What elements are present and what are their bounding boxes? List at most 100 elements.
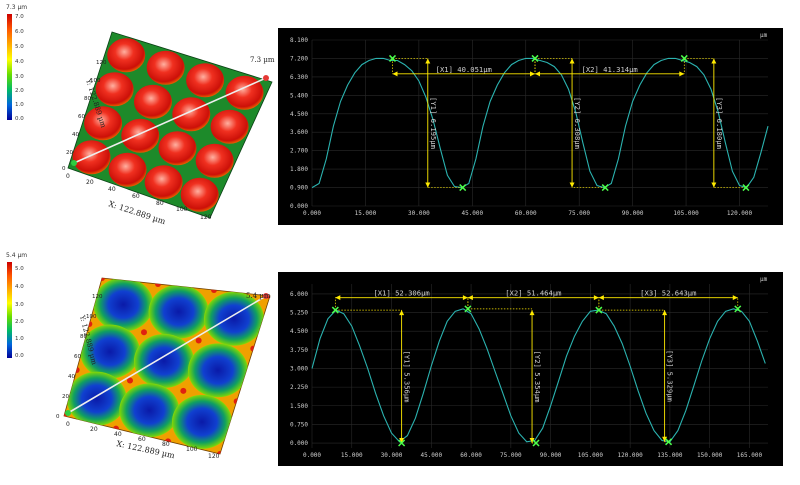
surface-2-dimple (93, 278, 154, 332)
surface-1-y-tick: 120 (96, 60, 107, 66)
x-tick-label: 105.000 (673, 210, 699, 217)
profile-chart-2-unit-label: µm (760, 276, 768, 283)
surface-1-bump (121, 118, 160, 153)
colorbar-2-tick: 2.0 (15, 319, 24, 325)
colorbar-2-gradient (7, 262, 12, 358)
x-tick-label: 15.000 (341, 452, 363, 459)
surface-1-x-tick: 60 (132, 193, 140, 200)
y-tick-label: 0.000 (290, 203, 308, 210)
x-tick-label: 150.000 (697, 452, 723, 459)
x-tick-label: 45.000 (420, 452, 442, 459)
surface-2-peak (233, 398, 240, 405)
y-tick-label: 3.600 (290, 129, 308, 136)
surface-2-x-tick: 100 (186, 446, 198, 453)
profile-end-marker-1 (263, 75, 269, 81)
surface-1-bump (108, 152, 147, 187)
colorbar-1-max-label: 7.3 µm (6, 4, 28, 11)
surface-1-x-tick: 0 (66, 173, 70, 180)
profile-end-marker-2 (263, 293, 269, 299)
y-tick-label: 3.750 (290, 347, 308, 354)
profile-line-1 (73, 77, 267, 164)
colorbar-1-gradient (7, 14, 12, 120)
surface-1-bump (107, 38, 146, 73)
y-tick-label: 1.800 (290, 166, 308, 173)
surface-2-dimple (80, 324, 140, 379)
surface-2-x-tick: 40 (114, 431, 122, 438)
surface-1-x-ticks: 0 20 40 60 80 100 120 (66, 173, 212, 221)
surface-2-peak (127, 377, 133, 384)
colorbar-2-tick: 3.0 (15, 302, 24, 308)
colorbar-2-max-label: 5.4 µm (6, 252, 28, 259)
surface-1-y-tick: 100 (90, 78, 101, 84)
surface-2-x-tick: 80 (162, 441, 170, 448)
surface-2-dimple (172, 394, 232, 449)
x-tick-label: 135.000 (657, 452, 683, 459)
dimension-h-label: [X2] 41.314µm (582, 65, 638, 74)
x-tick-label: 120.000 (617, 452, 643, 459)
x-tick-label: 60.000 (460, 452, 482, 459)
colorbar-2-tick: 4.0 (15, 284, 24, 290)
surface-2-peak (250, 345, 257, 352)
colorbar-2-tick: 1.0 (15, 336, 24, 342)
surface-1-y-tick: 0 (62, 166, 66, 172)
surface-1-y-tick: 60 (78, 114, 85, 120)
x-tick-label: 165.000 (737, 452, 763, 459)
peak-valley-marker (595, 306, 603, 314)
peak-valley-marker (331, 306, 339, 314)
y-tick-label: 6.300 (290, 74, 308, 81)
dimension-v-label: [Y2] 6.308µm (573, 97, 582, 149)
y-tick-label: 0.750 (290, 421, 308, 428)
surface-1-bump (158, 131, 197, 166)
colorbar-1-tick: 4.0 (15, 59, 24, 65)
peak-valley-marker (601, 184, 609, 192)
peak-valley-marker (680, 54, 688, 62)
surface-1-y-tick: 20 (66, 150, 73, 156)
surface-1-bump (133, 84, 172, 119)
surface-1-x-tick: 40 (108, 186, 116, 193)
surface-1-y-ticks: 0 20 40 60 80 100 120 (62, 60, 107, 172)
surface-2-dimple (119, 383, 180, 438)
y-tick-label: 7.200 (290, 55, 308, 62)
surface-1-y-tick: 40 (72, 132, 79, 138)
x-tick-label: 15.000 (355, 210, 377, 217)
series-line-profile (311, 308, 766, 443)
surface-1-bump (84, 106, 123, 141)
x-tick-label: 60.000 (515, 210, 537, 217)
surface-2-peak (180, 387, 187, 394)
y-tick-label: 2.250 (290, 384, 308, 391)
x-tick-label: 75.000 (568, 210, 590, 217)
y-tick-label: 6.000 (290, 291, 308, 298)
profile-chart-1: µm 0.000 0.900 1.800 2.700 3.600 4.500 5.400 6.… (278, 28, 783, 225)
peak-valley-marker (531, 54, 539, 62)
surface-1-x-tick: 20 (86, 179, 94, 186)
surface-1-bump (144, 165, 183, 200)
surface-2-dimple (148, 284, 209, 339)
profile-chart-2-plot: 0.000 0.750 1.500 2.250 3.000 3.750 4.500 5.250… (290, 284, 768, 459)
surface-2-y-tick: 40 (68, 374, 75, 380)
surface-2-x-tick: 120 (208, 453, 220, 460)
surface-1-bump (172, 97, 211, 132)
dimension-h-label: [X3] 52.643µm (640, 289, 696, 298)
y-tick-label: 1.500 (290, 403, 308, 410)
surface-1-bump (72, 140, 111, 175)
colorbar-1-tick: 3.0 (15, 74, 24, 80)
surface-1-bump (180, 177, 219, 212)
y-tick-label: 4.500 (290, 328, 308, 335)
x-tick-label: 105.000 (578, 452, 604, 459)
peak-valley-marker (398, 439, 406, 447)
surface-2-peak (73, 367, 80, 373)
peak-valley-marker (742, 184, 750, 192)
surface-2-corner-label: 5.4 µm (246, 292, 271, 300)
surface-1-bump (225, 75, 264, 110)
dimension-h-label: [X1] 52.306µm (373, 289, 429, 298)
surface-1-x-tick: 100 (176, 206, 188, 213)
x-tick-label: 75.000 (500, 452, 522, 459)
dimension-h-label: [X2] 51.464µm (505, 289, 561, 298)
surface-2-y-tick: 0 (56, 414, 60, 420)
profile-chart-1-plot: 0.000 0.900 1.800 2.700 3.600 4.500 5.400 6.300… (290, 37, 769, 217)
x-tick-label: 30.000 (381, 452, 403, 459)
surface-1-bump (95, 72, 134, 107)
dimension-v-label: [Y1] 5.356µm (403, 351, 412, 403)
y-tick-label: 4.500 (290, 111, 308, 118)
profile-line-2 (67, 295, 267, 414)
